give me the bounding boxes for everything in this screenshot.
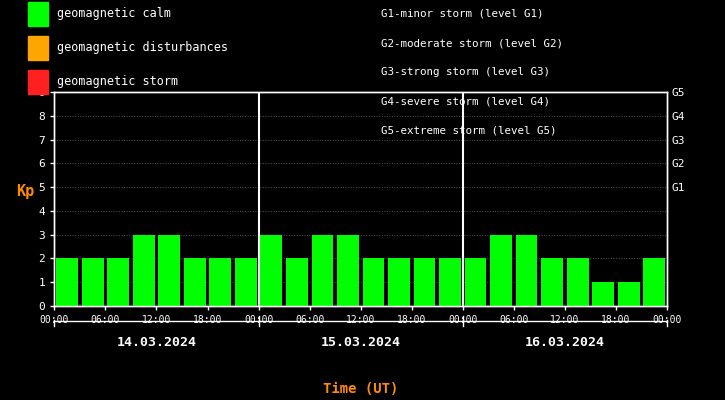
Bar — [337, 235, 359, 306]
Bar — [592, 282, 614, 306]
Y-axis label: Kp: Kp — [16, 184, 34, 199]
Text: G1-minor storm (level G1): G1-minor storm (level G1) — [381, 9, 543, 19]
Text: 15.03.2024: 15.03.2024 — [320, 336, 401, 348]
Bar — [286, 258, 307, 306]
Text: G4-severe storm (level G4): G4-severe storm (level G4) — [381, 96, 550, 106]
Bar — [107, 258, 129, 306]
Text: G2-moderate storm (level G2): G2-moderate storm (level G2) — [381, 38, 563, 48]
Bar — [235, 258, 257, 306]
Text: geomagnetic disturbances: geomagnetic disturbances — [57, 42, 228, 54]
Bar — [465, 258, 486, 306]
Text: G3-strong storm (level G3): G3-strong storm (level G3) — [381, 67, 550, 77]
Bar — [210, 258, 231, 306]
Bar — [57, 258, 78, 306]
Bar — [567, 258, 589, 306]
Bar — [439, 258, 461, 306]
Bar — [542, 258, 563, 306]
Bar — [133, 235, 154, 306]
Bar — [82, 258, 104, 306]
Text: geomagnetic calm: geomagnetic calm — [57, 8, 170, 20]
Bar — [643, 258, 665, 306]
Bar — [490, 235, 512, 306]
Bar — [515, 235, 537, 306]
Text: G5-extreme storm (level G5): G5-extreme storm (level G5) — [381, 126, 556, 136]
Text: 16.03.2024: 16.03.2024 — [525, 336, 605, 348]
Bar — [618, 282, 639, 306]
Bar — [362, 258, 384, 306]
Bar — [260, 235, 282, 306]
Bar — [414, 258, 435, 306]
Bar — [184, 258, 206, 306]
Bar — [312, 235, 334, 306]
Text: 14.03.2024: 14.03.2024 — [117, 336, 196, 348]
Text: geomagnetic storm: geomagnetic storm — [57, 76, 178, 88]
Bar — [158, 235, 180, 306]
Text: Time (UT): Time (UT) — [323, 382, 398, 396]
Bar — [388, 258, 410, 306]
